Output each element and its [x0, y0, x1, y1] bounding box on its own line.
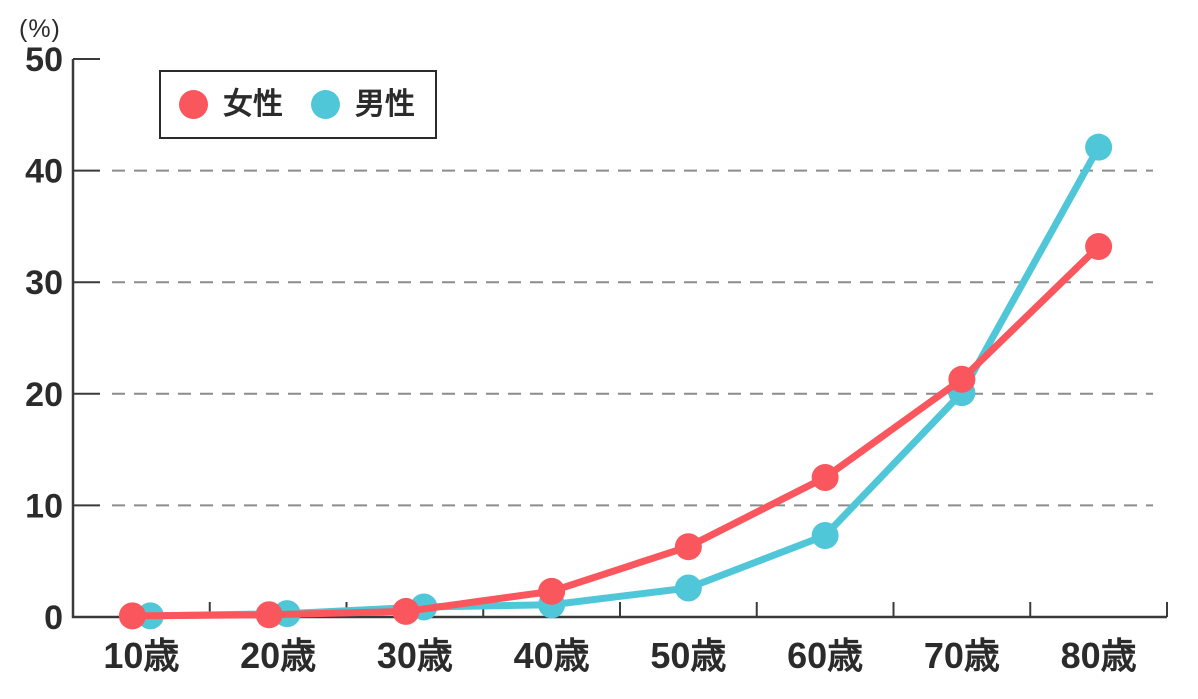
- x-axis-category-label: 20歳: [240, 635, 316, 676]
- axis-labels: 0 10 20 30 40 50 10歳 20歳 30歳 40歳 50歳 60歳 70歳 80歳: [25, 41, 1136, 676]
- female-data-point: [811, 464, 839, 491]
- legend-item-male: 男性: [311, 87, 415, 121]
- grid-lines: [112, 169, 1153, 507]
- x-axis-category-label: 10歳: [103, 635, 179, 676]
- axis-lines: [71, 59, 1167, 619]
- female-data-point: [392, 597, 420, 625]
- legend-label-male: 男性: [355, 87, 415, 121]
- axes: [71, 59, 1167, 619]
- male-data-point: [1085, 133, 1113, 161]
- female-data-point: [948, 365, 976, 393]
- female-data-point: [1085, 232, 1113, 260]
- female-data-point: [118, 602, 146, 630]
- female-series-line: [128, 242, 1103, 620]
- female-data-point: [674, 533, 702, 561]
- x-axis-category-label: 30歳: [377, 635, 453, 676]
- y-axis-tick-label: 30: [25, 264, 63, 302]
- y-axis-tick-label: 20: [25, 376, 63, 414]
- x-axis-category-label: 60歳: [787, 635, 863, 676]
- y-axis-tick-label: 10: [25, 487, 63, 525]
- x-axis-category-label: 40歳: [514, 635, 590, 676]
- male-data-point: [811, 522, 839, 550]
- female-data-point: [255, 601, 283, 629]
- male-data-point: [674, 574, 702, 602]
- series-layer: [118, 133, 1113, 630]
- x-axis-category-label: 80歳: [1061, 635, 1137, 676]
- y-axis-unit-label: (%): [19, 15, 61, 43]
- female-data-point: [538, 577, 566, 605]
- y-axis-tick-label: 40: [25, 153, 63, 191]
- y-axis-tick-label: 50: [25, 41, 63, 79]
- legend-item-female: 女性: [179, 87, 283, 121]
- y-axis-tick-label: 0: [44, 599, 63, 637]
- legend-marker-female: [179, 90, 208, 119]
- x-axis-category-label: 50歳: [650, 635, 726, 676]
- legend-marker-male: [311, 90, 340, 119]
- legend-label-female: 女性: [223, 87, 283, 121]
- x-axis-category-label: 70歳: [924, 635, 1000, 676]
- chart-legend: 女性 男性: [159, 70, 437, 139]
